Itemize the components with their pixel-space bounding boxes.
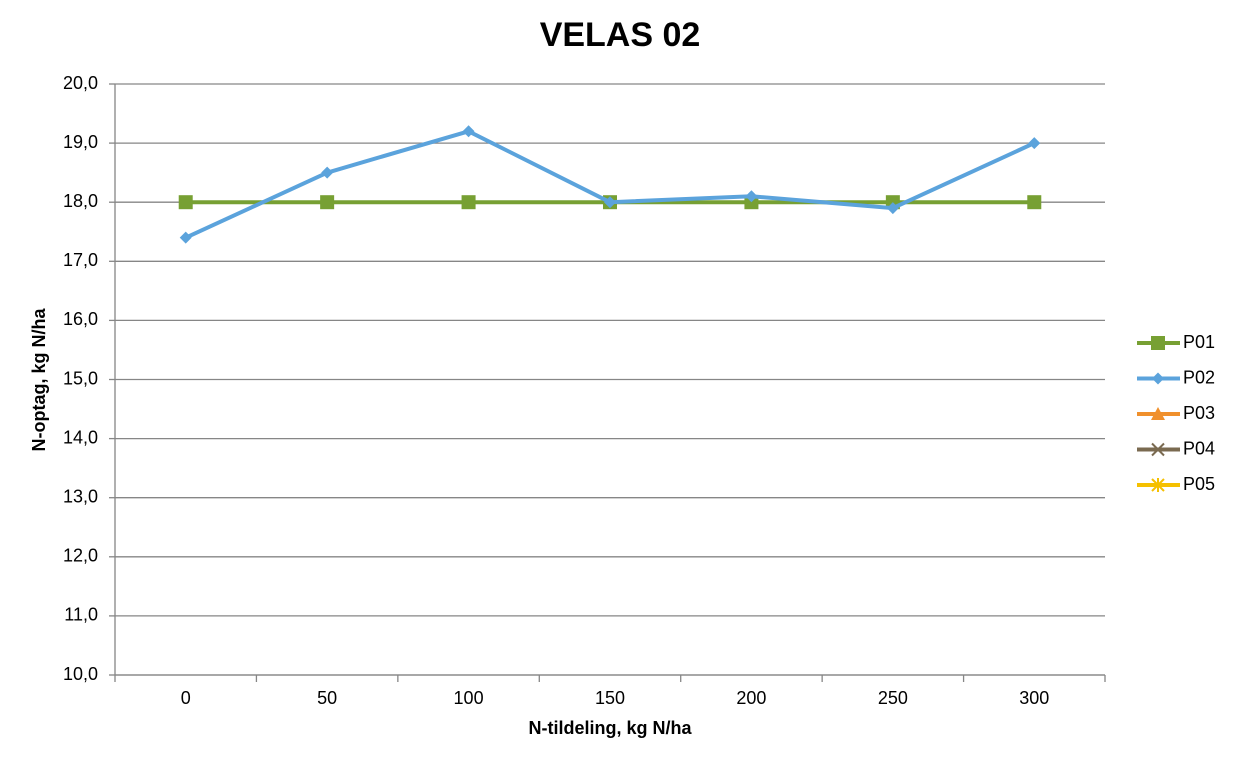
y-tick-label: 11,0 xyxy=(64,605,98,625)
y-tick-label: 19,0 xyxy=(63,132,98,152)
legend-label: P04 xyxy=(1183,438,1215,458)
legend-label: P03 xyxy=(1183,403,1215,423)
data-point xyxy=(604,196,616,209)
legend-marker xyxy=(1151,336,1165,350)
legend-marker xyxy=(1151,442,1165,457)
data-point xyxy=(320,195,335,210)
x-tick-label: 50 xyxy=(317,688,337,708)
chart-title: VELAS 02 xyxy=(540,16,701,54)
data-point xyxy=(461,195,476,210)
y-axis-title: N-optag, kg N/ha xyxy=(29,308,49,452)
y-tick-label: 14,0 xyxy=(63,427,98,447)
data-point xyxy=(178,195,193,210)
data-point xyxy=(1027,195,1042,210)
y-tick-label: 10,0 xyxy=(63,664,98,684)
x-tick-label: 150 xyxy=(595,688,625,708)
y-tick-label: 12,0 xyxy=(63,546,98,566)
data-point xyxy=(462,125,475,138)
data-point xyxy=(179,231,192,244)
legend-label: P02 xyxy=(1183,367,1215,387)
legend-label: P05 xyxy=(1183,474,1215,494)
data-point xyxy=(321,166,334,179)
y-tick-label: 13,0 xyxy=(63,486,98,506)
x-tick-label: 300 xyxy=(1019,688,1049,708)
y-tick-label: 16,0 xyxy=(63,309,98,329)
x-tick-label: 0 xyxy=(181,688,191,708)
legend-marker xyxy=(1151,407,1165,420)
x-tick-label: 250 xyxy=(878,688,908,708)
x-tick-label: 200 xyxy=(736,688,766,708)
y-tick-label: 17,0 xyxy=(63,250,98,270)
x-axis-title: N-tildeling, kg N/ha xyxy=(528,718,692,738)
series-line xyxy=(184,129,1036,240)
data-point xyxy=(1028,137,1041,150)
legend-label: P01 xyxy=(1183,332,1215,352)
x-tick-label: 100 xyxy=(454,688,484,708)
y-tick-label: 20,0 xyxy=(63,73,98,93)
data-point xyxy=(886,202,899,215)
y-tick-label: 15,0 xyxy=(63,368,98,388)
y-tick-label: 18,0 xyxy=(63,191,98,211)
legend-marker xyxy=(1151,478,1165,492)
data-point xyxy=(745,190,758,203)
legend-marker xyxy=(1152,372,1164,385)
